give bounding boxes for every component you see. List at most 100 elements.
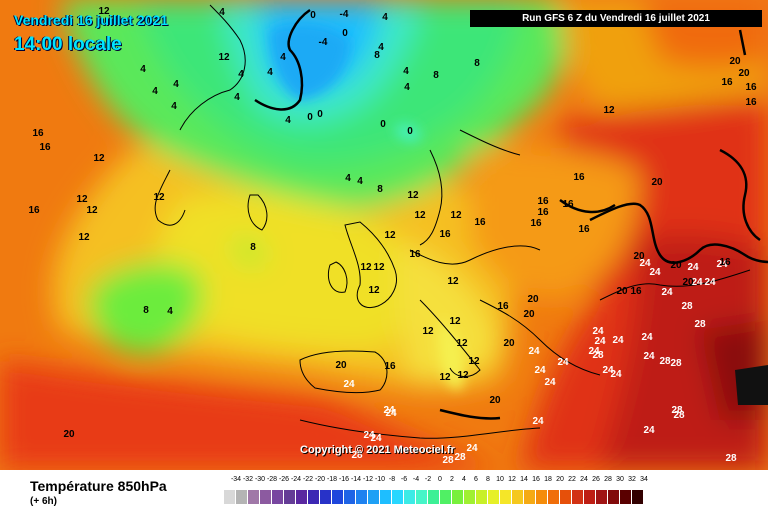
isotherm-label: 24 bbox=[661, 287, 673, 298]
isotherm-label: 16 bbox=[530, 218, 542, 229]
isotherm-label: 24 bbox=[687, 262, 699, 273]
scale-swatch bbox=[440, 490, 452, 504]
hot-core bbox=[735, 365, 768, 405]
isotherm-label: 24 bbox=[641, 332, 653, 343]
isotherm-label: 4 bbox=[404, 82, 410, 93]
isotherm-label: 0 bbox=[310, 10, 316, 21]
isotherm-label: 12 bbox=[218, 52, 230, 63]
scale-swatch bbox=[476, 490, 488, 504]
isotherm-label: 24 bbox=[532, 416, 544, 427]
coastlines-major bbox=[254, 8, 768, 420]
isotherm-label: 20 bbox=[527, 294, 539, 305]
temperature-color-scale: -34 -32 -30 -28 -26 -24 -22 -20 -18 -16 -14 -12 -10-… bbox=[224, 476, 744, 508]
scale-swatch bbox=[236, 490, 248, 504]
scale-swatch bbox=[536, 490, 548, 504]
scale-tick: -26 bbox=[278, 476, 290, 483]
scale-tick: -22 bbox=[302, 476, 314, 483]
time-title: 14:00 locale bbox=[14, 34, 122, 55]
isotherm-label: 12 bbox=[368, 285, 380, 296]
isotherm-label: 8 bbox=[474, 58, 480, 69]
isotherm-label: 4 bbox=[140, 64, 146, 75]
scale-tick: 30 bbox=[616, 476, 624, 483]
isotherm-label: 4 bbox=[382, 12, 388, 23]
isotherm-label: 28 bbox=[454, 452, 466, 463]
scale-swatch bbox=[488, 490, 500, 504]
copyright-label: Copyright © 2021 Meteociel.fr bbox=[300, 444, 455, 456]
scale-swatch bbox=[608, 490, 620, 504]
isotherm-label: 8 bbox=[143, 305, 149, 316]
isotherm-label: 20 bbox=[335, 360, 347, 371]
isotherm-label: 24 bbox=[588, 346, 600, 357]
scale-swatch bbox=[332, 490, 344, 504]
isotherm-label: 24 bbox=[370, 433, 382, 444]
isotherm-label: 4 bbox=[267, 67, 273, 78]
isotherm-label: 16 bbox=[537, 196, 549, 207]
scale-tick: 18 bbox=[544, 476, 552, 483]
isotherm-label: 20 bbox=[523, 309, 535, 320]
isotherm-label: 24 bbox=[592, 326, 604, 337]
isotherm-label: 16 bbox=[721, 77, 733, 88]
isotherm-label: 20 bbox=[729, 56, 741, 67]
isotherm-label: 12 bbox=[86, 205, 98, 216]
isotherm-label: 0 bbox=[380, 119, 386, 130]
isotherm-label: 28 bbox=[725, 453, 737, 464]
isotherm-label: 16 bbox=[745, 82, 757, 93]
isotherm-label: 24 bbox=[643, 425, 655, 436]
scale-tick: -24 bbox=[290, 476, 302, 483]
isotherm-label: 24 bbox=[716, 259, 728, 270]
isotherm-label: 12 bbox=[153, 192, 165, 203]
scale-tick: 22 bbox=[568, 476, 576, 483]
isotherm-label: 24 bbox=[602, 365, 614, 376]
scale-swatch bbox=[524, 490, 536, 504]
scale-tick: -32 bbox=[242, 476, 254, 483]
isotherm-label: 24 bbox=[383, 405, 395, 416]
scale-tick: 0 bbox=[438, 476, 442, 483]
isotherm-label: 8 bbox=[377, 184, 383, 195]
isotherm-label: 4 bbox=[173, 79, 179, 90]
isotherm-label: 20 bbox=[633, 251, 645, 262]
isotherm-label: 28 bbox=[670, 358, 682, 369]
scale-tick: -34 bbox=[230, 476, 242, 483]
isotherm-label: 16 bbox=[439, 229, 451, 240]
isotherm-label: 4 bbox=[285, 115, 291, 126]
isotherm-label: 4 bbox=[403, 66, 409, 77]
scale-swatch bbox=[224, 490, 236, 504]
isotherm-label: 28 bbox=[673, 410, 685, 421]
isotherm-label: 24 bbox=[466, 443, 478, 454]
isotherm-label: 20 bbox=[503, 338, 515, 349]
isotherm-label: 12 bbox=[422, 326, 434, 337]
footer-bar: Température 850hPa (+ 6h) -34 -32 -30 -28 -2… bbox=[0, 470, 768, 512]
scale-swatch bbox=[452, 490, 464, 504]
isotherm-label: 16 bbox=[32, 128, 44, 139]
isotherm-label: 4 bbox=[167, 306, 173, 317]
isotherm-label: 24 bbox=[363, 430, 375, 441]
scale-tick: -28 bbox=[266, 476, 278, 483]
isotherm-label: 16 bbox=[578, 224, 590, 235]
isotherm-label: 28 bbox=[592, 350, 604, 361]
scale-swatch bbox=[404, 490, 416, 504]
isotherm-label: 20 bbox=[489, 395, 501, 406]
isotherm-label: 28 bbox=[671, 405, 683, 416]
isotherm-label: 16 bbox=[537, 207, 549, 218]
scale-swatch bbox=[320, 490, 332, 504]
scale-swatch bbox=[512, 490, 524, 504]
isotherm-label: 16 bbox=[719, 257, 731, 268]
isotherm-label: 4 bbox=[345, 173, 351, 184]
isotherm-label: 20 bbox=[651, 177, 663, 188]
isotherm-label: 12 bbox=[603, 105, 615, 116]
scale-tick: 32 bbox=[628, 476, 636, 483]
isotherm-label: 16 bbox=[562, 199, 574, 210]
scale-tick: -2 bbox=[424, 476, 432, 483]
isotherm-label: 28 bbox=[351, 450, 363, 461]
parameter-label: Température 850hPa bbox=[30, 478, 167, 494]
isotherm-label: 28 bbox=[694, 319, 706, 330]
isotherm-label: 4 bbox=[280, 52, 286, 63]
isotherm-label: 4 bbox=[171, 101, 177, 112]
scale-swatch bbox=[308, 490, 320, 504]
scale-tick: -4 bbox=[412, 476, 420, 483]
isotherm-label: 0 bbox=[342, 28, 348, 39]
isotherm-label: 4 bbox=[357, 176, 363, 187]
scale-tick: 10 bbox=[496, 476, 504, 483]
